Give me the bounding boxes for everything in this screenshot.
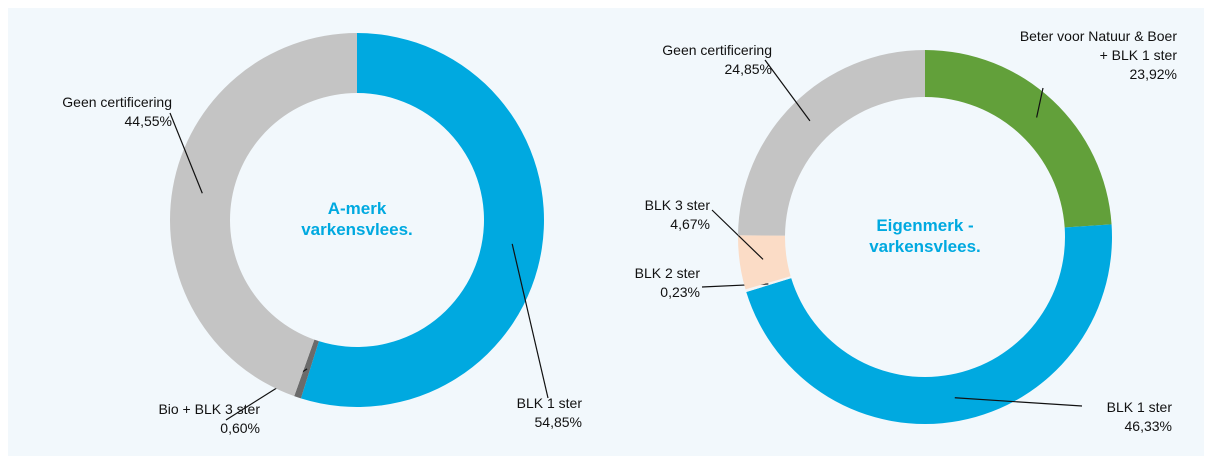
slice-label: Geen certificering 44,55% xyxy=(10,93,172,131)
slice-name: BLK 2 ster xyxy=(634,265,700,281)
slice-name: Bio + BLK 3 ster xyxy=(158,401,260,417)
slice-value: 0,23% xyxy=(660,284,700,300)
slice-label: Beter voor Natuur & Boer + BLK 1 ster 23,… xyxy=(1015,27,1177,84)
donut-segment xyxy=(746,224,1112,424)
slice-value: 46,33% xyxy=(1124,418,1172,434)
donut-segment xyxy=(300,33,544,407)
donut-segment xyxy=(738,50,925,236)
center-title: Eigenmerk - varkensvlees. xyxy=(869,216,981,256)
slice-label: BLK 2 ster 0,23% xyxy=(580,264,700,302)
slice-name: BLK 3 ster xyxy=(644,197,710,213)
leader-line xyxy=(711,209,764,260)
slice-name: Geen certificering xyxy=(62,94,172,110)
leader-line xyxy=(1036,87,1044,118)
donut-segment xyxy=(738,235,791,290)
slice-value: 4,67% xyxy=(670,216,710,232)
slice-label: BLK 1 ster 54,85% xyxy=(450,394,582,432)
slice-value: 24,85% xyxy=(724,61,772,77)
leader-line xyxy=(954,397,1083,407)
slice-name: BLK 1 ster xyxy=(1106,399,1172,415)
slice-name: Beter voor Natuur & Boer + BLK 1 ster xyxy=(1019,28,1177,63)
slice-value: 44,55% xyxy=(124,113,172,129)
slice-value: 23,92% xyxy=(1129,66,1177,82)
slice-label: Bio + BLK 3 ster 0,60% xyxy=(70,400,260,438)
slice-label: BLK 3 ster 4,67% xyxy=(580,196,710,234)
donut-segment xyxy=(925,50,1112,228)
slice-label: BLK 1 ster 46,33% xyxy=(1000,398,1172,436)
slice-value: 54,85% xyxy=(534,414,582,430)
center-title: A-merk varkensvlees. xyxy=(301,199,413,239)
leader-line xyxy=(169,112,203,194)
slice-value: 0,60% xyxy=(220,420,260,436)
slice-label: Geen certificering 24,85% xyxy=(590,41,772,79)
slice-name: BLK 1 ster xyxy=(516,395,582,411)
donut-segment xyxy=(170,33,357,397)
slice-name: Geen certificering xyxy=(662,42,772,58)
leader-line xyxy=(511,243,549,399)
leader-line xyxy=(764,59,811,122)
